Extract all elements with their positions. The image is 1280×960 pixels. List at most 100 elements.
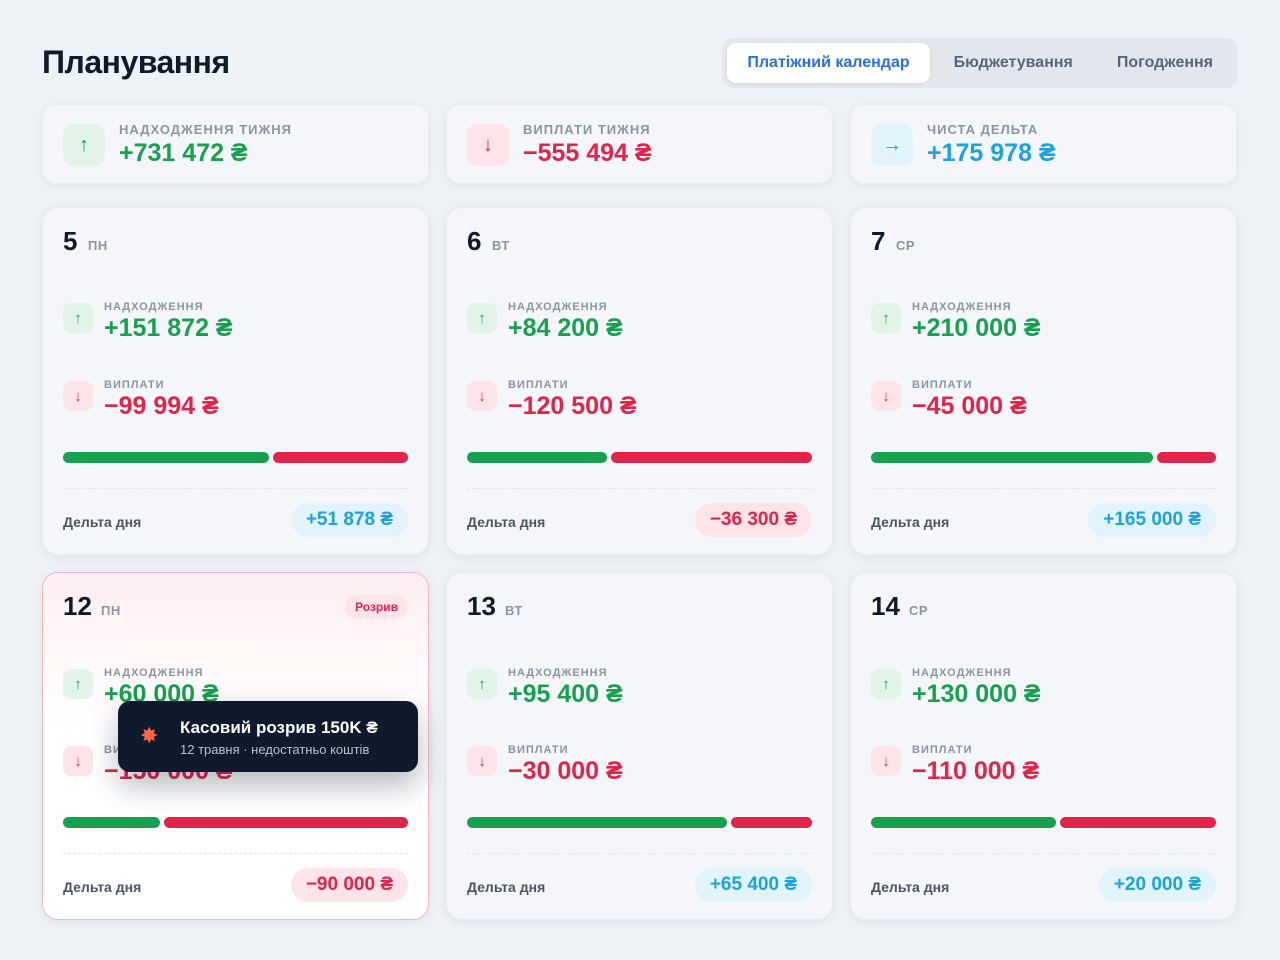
income-bar-segment: [63, 452, 270, 463]
income-value: +95 400 ₴: [508, 680, 623, 708]
day-number: 12: [63, 591, 92, 621]
income-bar-segment: [871, 452, 1154, 463]
delta-value: +165 000 ₴: [1088, 503, 1216, 537]
arrow-up-icon: ↑: [871, 669, 901, 699]
toast-title: Касовий розрив 150K ₴: [180, 718, 378, 737]
day-card-6[interactable]: 6 ВТ ↑ НАДХОДЖЕННЯ +84 200 ₴ ↓ ВИПЛАТИ −…: [446, 207, 833, 555]
day-card-5[interactable]: 5 ПН ↑ НАДХОДЖЕННЯ +151 872 ₴ ↓ ВИПЛАТИ …: [42, 207, 429, 555]
arrow-up-icon: ↑: [467, 303, 497, 333]
income-label: НАДХОДЖЕННЯ: [104, 301, 204, 313]
arrow-up-icon: ↑: [63, 669, 93, 699]
day-number: 6: [467, 226, 482, 256]
day-weekday: СР: [909, 603, 929, 618]
income-row: ↑ НАДХОДЖЕННЯ +151 872 ₴: [63, 301, 408, 347]
payments-bar-segment: [610, 452, 812, 463]
summary-value: +175 978 ₴: [927, 139, 1056, 167]
cash-gap-toast[interactable]: ✸ Касовий розрив 150K ₴ 12 травня · недо…: [118, 701, 418, 772]
day-weekday: ВТ: [505, 603, 523, 618]
payments-bar-segment: [731, 817, 812, 828]
toast-subtitle: 12 травня · недостатньо коштів: [180, 742, 370, 757]
income-row: ↑ НАДХОДЖЕННЯ +95 400 ₴: [467, 667, 812, 713]
divider: [871, 488, 1216, 489]
balance-bar: [871, 817, 1216, 828]
payments-value: −99 994 ₴: [104, 392, 219, 420]
delta-label: Дельта дня: [871, 879, 950, 895]
income-row: ↑ НАДХОДЖЕННЯ +84 200 ₴: [467, 301, 812, 347]
day-card-14[interactable]: 14 СР ↑ НАДХОДЖЕННЯ +130 000 ₴ ↓ ВИПЛАТИ…: [850, 572, 1237, 920]
summary-value: −555 494 ₴: [523, 139, 652, 167]
delta-label: Дельта дня: [63, 514, 142, 530]
arrow-down-icon: ↓: [63, 746, 93, 776]
day-weekday: ПН: [88, 238, 108, 253]
arrow-up-icon: ↑: [871, 303, 901, 333]
divider: [467, 488, 812, 489]
income-label: НАДХОДЖЕННЯ: [508, 667, 608, 679]
summary-value: +731 472 ₴: [119, 139, 248, 167]
balance-bar: [63, 817, 408, 828]
income-label: НАДХОДЖЕННЯ: [508, 301, 608, 313]
day-number: 14: [871, 591, 900, 621]
day-card-7[interactable]: 7 СР ↑ НАДХОДЖЕННЯ +210 000 ₴ ↓ ВИПЛАТИ …: [850, 207, 1237, 555]
day-number: 13: [467, 591, 496, 621]
income-bar-segment: [871, 817, 1056, 828]
payments-bar-segment: [163, 817, 408, 828]
summary-card-net-delta: → ЧИСТА ДЕЛЬТА +175 978 ₴: [850, 104, 1237, 184]
payments-bar-segment: [1059, 817, 1216, 828]
income-value: +210 000 ₴: [912, 314, 1041, 342]
payments-bar-segment: [1157, 452, 1216, 463]
payments-label: ВИПЛАТИ: [508, 744, 569, 756]
income-value: +151 872 ₴: [104, 314, 233, 342]
arrow-right-icon: →: [871, 124, 913, 166]
day-weekday: ПН: [101, 603, 121, 618]
divider: [63, 488, 408, 489]
income-row: ↑ НАДХОДЖЕННЯ +210 000 ₴: [871, 301, 1216, 347]
tab-budgeting[interactable]: Бюджетування: [953, 54, 1073, 71]
delta-value: −36 300 ₴: [694, 503, 812, 537]
income-bar-segment: [63, 817, 160, 828]
delta-value: +65 400 ₴: [694, 868, 812, 902]
delta-label: Дельта дня: [63, 879, 142, 895]
balance-bar: [63, 452, 408, 463]
tab-payment-calendar[interactable]: Платіжний календар: [727, 43, 930, 83]
arrow-up-icon: ↑: [63, 303, 93, 333]
income-label: НАДХОДЖЕННЯ: [912, 667, 1012, 679]
day-weekday: СР: [896, 238, 916, 253]
tabs: Платіжний календар Бюджетування Погоджен…: [722, 38, 1238, 88]
tab-approvals[interactable]: Погодження: [1116, 54, 1213, 71]
payments-row: ↓ ВИПЛАТИ −30 000 ₴: [467, 744, 812, 790]
payments-row: ↓ ВИПЛАТИ −110 000 ₴: [871, 744, 1216, 790]
income-value: +84 200 ₴: [508, 314, 623, 342]
payments-value: −45 000 ₴: [912, 392, 1027, 420]
arrow-down-icon: ↓: [467, 381, 497, 411]
income-bar-segment: [467, 452, 607, 463]
arrow-down-icon: ↓: [871, 381, 901, 411]
payments-row: ↓ ВИПЛАТИ −99 994 ₴: [63, 379, 408, 425]
arrow-down-icon: ↓: [871, 746, 901, 776]
delta-label: Дельта дня: [467, 879, 546, 895]
income-label: НАДХОДЖЕННЯ: [104, 667, 204, 679]
payments-row: ↓ ВИПЛАТИ −45 000 ₴: [871, 379, 1216, 425]
explosion-icon: ✸: [140, 723, 159, 748]
balance-bar: [871, 452, 1216, 463]
divider: [63, 853, 408, 854]
summary-label: ЧИСТА ДЕЛЬТА: [927, 122, 1039, 137]
day-card-13[interactable]: 13 ВТ ↑ НАДХОДЖЕННЯ +95 400 ₴ ↓ ВИПЛАТИ …: [446, 572, 833, 920]
income-value: +130 000 ₴: [912, 680, 1041, 708]
cash-gap-badge: Розрив: [345, 595, 408, 619]
divider: [467, 853, 812, 854]
delta-value: −90 000 ₴: [290, 868, 408, 902]
income-bar-segment: [467, 817, 728, 828]
arrow-down-icon: ↓: [467, 124, 509, 166]
payments-label: ВИПЛАТИ: [104, 379, 165, 391]
page-title: Планування: [42, 44, 230, 80]
arrow-up-icon: ↑: [467, 669, 497, 699]
arrow-up-icon: ↑: [63, 124, 105, 166]
payments-row: ↓ ВИПЛАТИ −120 500 ₴: [467, 379, 812, 425]
summary-label: ВИПЛАТИ ТИЖНЯ: [523, 122, 651, 137]
balance-bar: [467, 452, 812, 463]
summary-card-payments: ↓ ВИПЛАТИ ТИЖНЯ −555 494 ₴: [446, 104, 833, 184]
day-number: 5: [63, 226, 78, 256]
arrow-down-icon: ↓: [467, 746, 497, 776]
payments-label: ВИПЛАТИ: [912, 379, 973, 391]
summary-label: НАДХОДЖЕННЯ ТИЖНЯ: [119, 122, 292, 137]
